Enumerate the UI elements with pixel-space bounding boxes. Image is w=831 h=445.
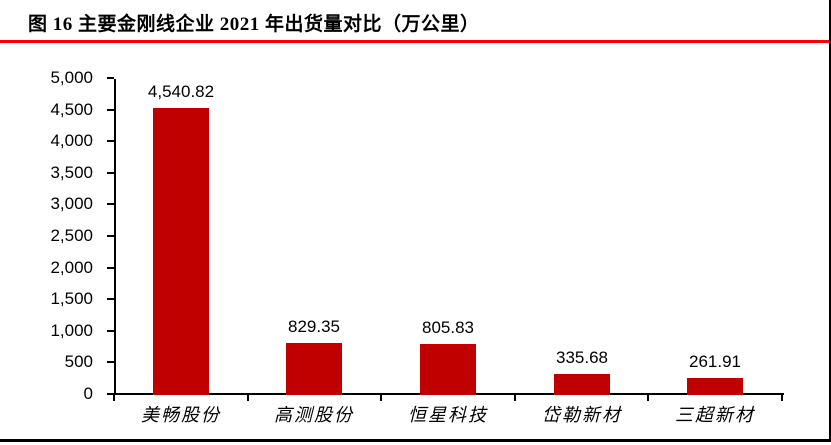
x-axis-category-label: 岱勒新材: [542, 405, 622, 425]
bar: [554, 374, 610, 395]
bar-value-label: 335.68: [556, 348, 608, 367]
y-axis-tick-label: 500: [64, 352, 93, 371]
y-axis-tick: [107, 298, 114, 300]
y-axis-tick: [107, 109, 114, 111]
y-axis-tick: [107, 361, 114, 363]
y-axis-tick: [107, 140, 114, 142]
y-axis-tick-label: 3,500: [50, 163, 93, 182]
y-axis-tick-label: 1,000: [50, 321, 93, 340]
bar-value-label: 805.83: [422, 318, 474, 337]
y-axis-tick-label: 3,000: [50, 194, 93, 213]
x-axis-tick: [113, 393, 115, 401]
bar-value-label: 829.35: [288, 317, 340, 336]
y-axis-tick: [107, 77, 114, 79]
y-axis-tick: [107, 203, 114, 205]
x-axis-category-label: 三超新材: [675, 405, 755, 425]
x-axis-tick: [514, 393, 516, 401]
bar: [153, 108, 209, 395]
x-axis-tick: [380, 393, 382, 401]
bar: [420, 344, 476, 395]
x-axis-tick: [781, 393, 783, 401]
y-axis-tick-label: 2,500: [50, 226, 93, 245]
y-axis-tick-label: 0: [83, 384, 93, 403]
y-axis-tick: [107, 172, 114, 174]
bar-value-label: 261.91: [689, 352, 741, 371]
y-axis-line: [114, 79, 116, 395]
x-axis-tick: [247, 393, 249, 401]
y-axis-tick-label: 4,500: [50, 100, 93, 119]
y-axis-tick-label: 2,000: [50, 258, 93, 277]
x-axis-category-label: 恒星科技: [408, 405, 488, 425]
bar-value-label: 4,540.82: [147, 82, 215, 101]
x-axis-category-label: 高测股份: [274, 405, 354, 425]
y-axis-tick: [107, 267, 114, 269]
bar: [286, 343, 342, 395]
y-axis-tick: [107, 393, 114, 395]
y-axis-tick: [107, 330, 114, 332]
y-axis-tick: [107, 235, 114, 237]
y-axis-tick-label: 1,500: [50, 289, 93, 308]
y-axis-tick-label: 5,000: [50, 68, 93, 87]
x-axis-category-label: 美畅股份: [141, 405, 221, 425]
x-axis-tick: [647, 393, 649, 401]
bar: [687, 378, 743, 395]
title-underline: [0, 40, 829, 43]
y-axis-tick-label: 4,000: [50, 131, 93, 150]
figure-title: 图 16 主要金刚线企业 2021 年出货量对比（万公里）: [28, 14, 480, 35]
